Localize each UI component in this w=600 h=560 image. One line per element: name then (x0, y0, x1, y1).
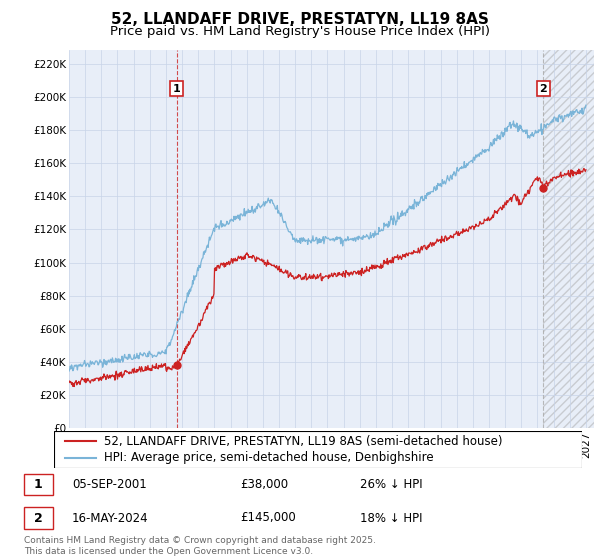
Text: Price paid vs. HM Land Registry's House Price Index (HPI): Price paid vs. HM Land Registry's House … (110, 25, 490, 38)
Text: 26% ↓ HPI: 26% ↓ HPI (360, 478, 422, 491)
Text: Contains HM Land Registry data © Crown copyright and database right 2025.
This d: Contains HM Land Registry data © Crown c… (24, 536, 376, 556)
Text: £145,000: £145,000 (240, 511, 296, 525)
Text: HPI: Average price, semi-detached house, Denbighshire: HPI: Average price, semi-detached house,… (104, 451, 434, 464)
Text: £38,000: £38,000 (240, 478, 288, 491)
Text: 52, LLANDAFF DRIVE, PRESTATYN, LL19 8AS: 52, LLANDAFF DRIVE, PRESTATYN, LL19 8AS (111, 12, 489, 27)
Text: 1: 1 (34, 478, 43, 491)
Polygon shape (544, 50, 594, 428)
Text: 2: 2 (34, 511, 43, 525)
Text: 1: 1 (173, 83, 181, 94)
Text: 2: 2 (539, 83, 547, 94)
Text: 05-SEP-2001: 05-SEP-2001 (72, 478, 147, 491)
Text: 16-MAY-2024: 16-MAY-2024 (72, 511, 149, 525)
Text: 52, LLANDAFF DRIVE, PRESTATYN, LL19 8AS (semi-detached house): 52, LLANDAFF DRIVE, PRESTATYN, LL19 8AS … (104, 435, 503, 447)
Text: 18% ↓ HPI: 18% ↓ HPI (360, 511, 422, 525)
